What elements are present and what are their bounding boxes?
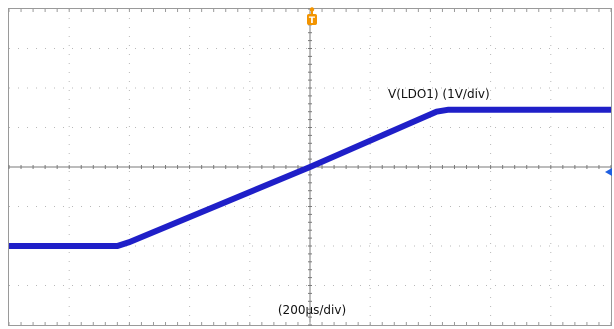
- trigger-marker: T: [307, 7, 317, 26]
- ground-level-marker: [605, 168, 612, 176]
- trigger-dot: [309, 7, 315, 12]
- traces: [8, 106, 612, 249]
- series-label: V(LDO1) (1V/div): [388, 87, 490, 101]
- trigger-label: T: [309, 16, 316, 26]
- trigger-flag: [307, 14, 317, 25]
- time-scale-label: (200µs/div): [278, 303, 346, 317]
